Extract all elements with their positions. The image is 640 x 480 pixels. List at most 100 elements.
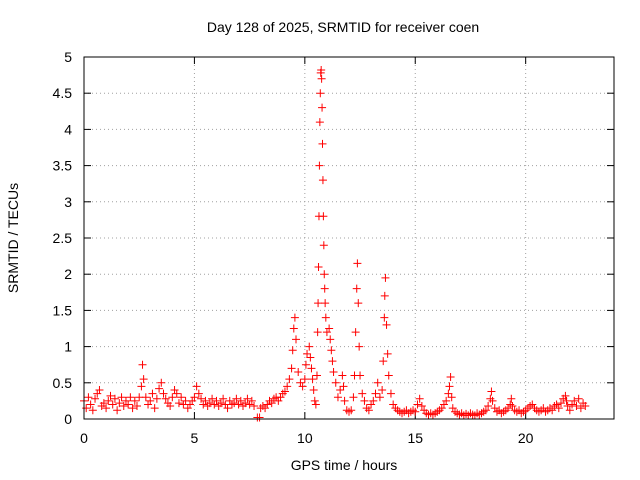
data-point (413, 400, 422, 409)
data-point (155, 384, 164, 393)
data-point (351, 328, 360, 337)
data-point (88, 406, 97, 415)
data-point (294, 367, 303, 376)
data-point (219, 394, 228, 403)
data-point (563, 401, 572, 410)
data-point (369, 396, 378, 405)
data-point (318, 139, 327, 148)
x-axis-title: GPS time / hours (291, 457, 398, 473)
data-point (574, 394, 583, 403)
data-point (470, 411, 479, 420)
data-point (448, 404, 457, 413)
data-point (541, 407, 550, 416)
data-point (310, 396, 319, 405)
data-point (354, 299, 363, 308)
data-point (267, 399, 276, 408)
data-points (80, 66, 590, 422)
data-point (339, 382, 348, 391)
data-point (486, 394, 495, 403)
x-tick-label: 10 (297, 430, 313, 446)
data-point (506, 400, 515, 409)
data-point (380, 291, 389, 300)
data-point (296, 378, 305, 387)
data-point (581, 401, 590, 410)
y-tick-label: 4.5 (53, 85, 73, 101)
data-point (381, 273, 390, 282)
data-point (168, 393, 177, 402)
data-point (225, 396, 234, 405)
data-point (338, 371, 347, 380)
data-point (212, 396, 221, 405)
data-point (234, 400, 243, 409)
data-point (108, 400, 117, 409)
data-point (243, 394, 252, 403)
data-point (121, 396, 130, 405)
data-point (445, 382, 454, 391)
data-point (190, 393, 199, 402)
data-point (170, 386, 179, 395)
data-point (417, 401, 426, 410)
data-point (292, 335, 300, 344)
data-point (562, 396, 571, 405)
data-point (128, 404, 137, 413)
data-point (364, 406, 373, 415)
data-point (93, 389, 102, 398)
data-point (306, 353, 315, 362)
data-point (307, 364, 316, 373)
data-point (528, 400, 537, 409)
data-point (113, 406, 122, 415)
y-tick-label: 0 (64, 411, 72, 427)
data-point (386, 389, 395, 398)
data-point (481, 406, 490, 415)
data-point (382, 320, 391, 329)
data-point (210, 400, 219, 409)
data-point (161, 394, 170, 403)
data-point (99, 399, 108, 408)
data-point (245, 400, 254, 409)
data-point (442, 396, 451, 405)
data-point (340, 396, 349, 405)
data-point (568, 400, 577, 409)
data-point (437, 404, 446, 413)
data-point (314, 299, 323, 308)
data-point (318, 176, 327, 185)
y-tick-label: 0.5 (53, 375, 73, 391)
data-point (333, 393, 342, 402)
data-point (557, 399, 565, 408)
data-point (439, 400, 448, 409)
data-point (315, 161, 324, 170)
y-tick-label: 3.5 (53, 158, 73, 174)
y-tick-label: 1.5 (53, 302, 73, 318)
data-point (519, 407, 528, 416)
y-axis-title: SRMTID / TECUs (5, 183, 21, 293)
data-point (360, 396, 369, 405)
data-point (269, 394, 278, 403)
data-point (124, 400, 133, 409)
data-point (186, 400, 194, 409)
data-point (576, 404, 585, 413)
data-point (311, 400, 320, 409)
data-point (236, 396, 245, 405)
data-point (389, 400, 398, 409)
data-point (356, 371, 365, 380)
data-point (415, 394, 424, 403)
data-point (565, 406, 574, 415)
data-point (548, 406, 557, 415)
x-tick-label: 5 (191, 430, 199, 446)
data-point (328, 357, 337, 366)
data-point (320, 284, 329, 293)
data-point (317, 66, 326, 75)
data-point (499, 407, 508, 416)
data-point (183, 404, 192, 413)
data-point (484, 401, 493, 410)
data-point (263, 400, 272, 409)
data-point (278, 389, 287, 398)
data-point (411, 407, 420, 416)
data-point (320, 270, 329, 279)
data-point (188, 396, 197, 405)
data-point (130, 396, 139, 405)
data-point (318, 103, 327, 112)
data-point (194, 389, 203, 398)
data-point (91, 394, 100, 403)
